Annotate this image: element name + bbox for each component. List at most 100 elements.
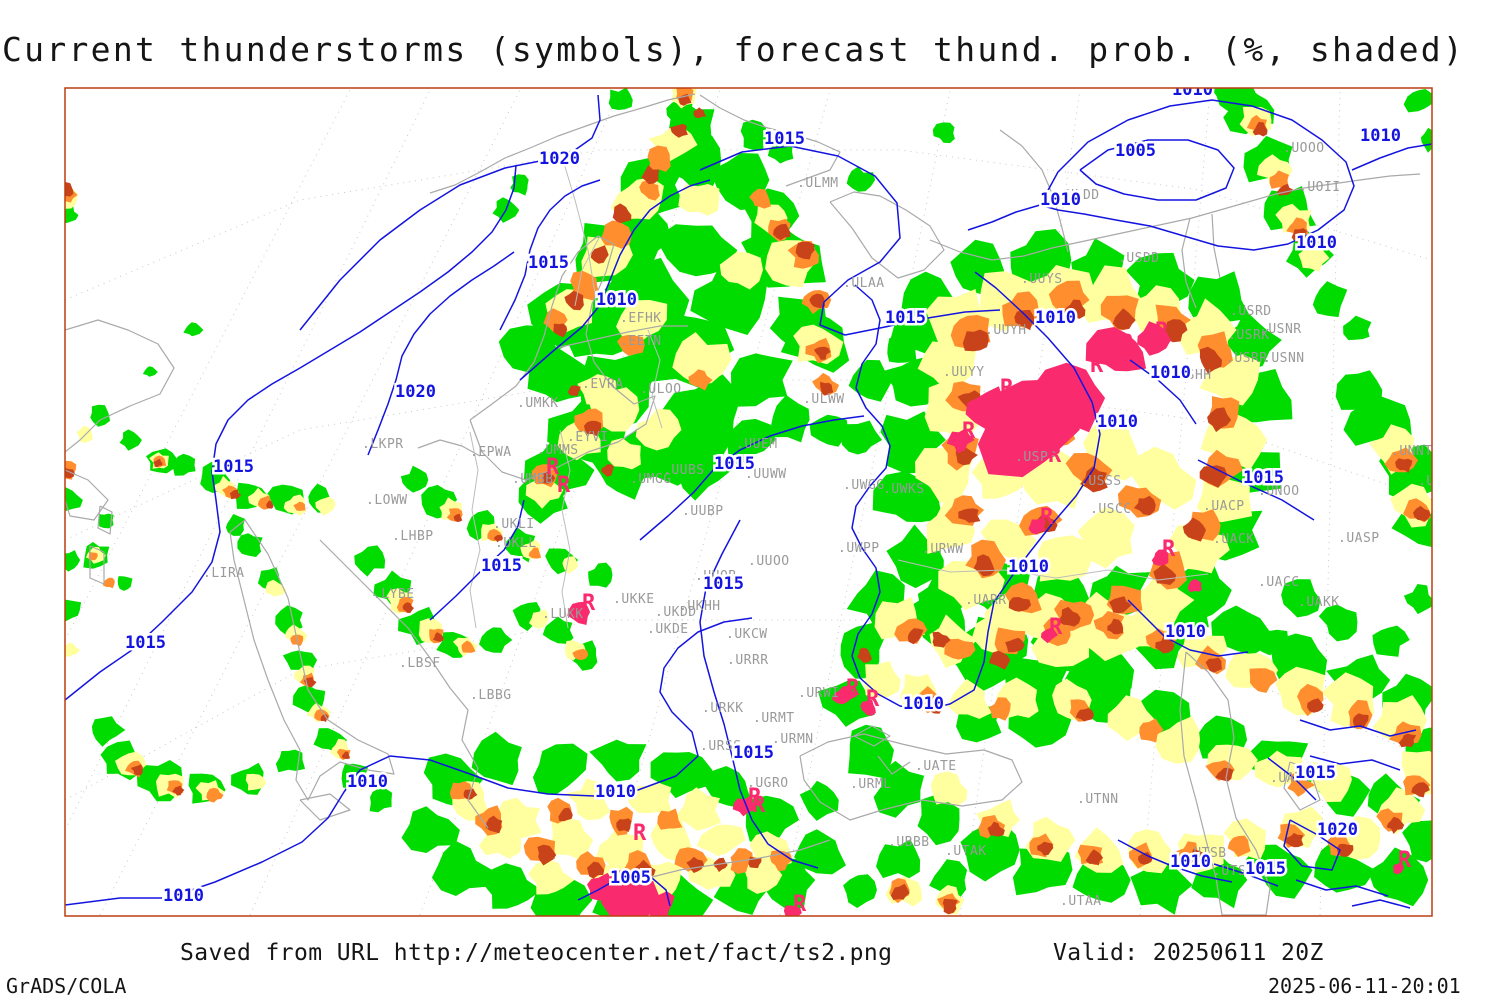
- prob-80-blob: [553, 323, 568, 338]
- prob-40-blob: [315, 496, 336, 516]
- storm-cluster-blob: [1028, 518, 1046, 535]
- prob-80-blob: [1037, 841, 1054, 856]
- coastline: [1211, 213, 1221, 279]
- storm-cluster-blob: [587, 872, 614, 901]
- isobar-line: [65, 164, 517, 701]
- prob-80-blob: [1133, 495, 1156, 516]
- isobar-value-label: 1015: [213, 457, 254, 477]
- thunderstorm-symbol: R: [1040, 505, 1054, 530]
- thunderstorm-symbol: R: [846, 676, 860, 701]
- graticule-line: [959, 89, 1081, 916]
- prob-20-blob: [532, 743, 588, 795]
- station-label: .USRR: [1226, 351, 1268, 366]
- prob-20-blob: [65, 204, 79, 224]
- prob-80-blob: [962, 329, 989, 352]
- isobar-line: [1309, 755, 1401, 771]
- prob-80-blob: [432, 632, 444, 642]
- prob-80-blob: [809, 293, 826, 309]
- station-label: .UUBS: [663, 463, 705, 478]
- coastline: [469, 235, 656, 481]
- coastline: [97, 505, 113, 535]
- isobar-value-label: 1010: [1150, 363, 1191, 383]
- isobar-value-label: 1015: [481, 556, 522, 576]
- isobar-line: [1117, 839, 1233, 883]
- prob-20-blob: [183, 322, 204, 337]
- prob-20-blob: [848, 359, 893, 402]
- prob-80-blob: [1252, 121, 1268, 137]
- station-label: .UBBB: [888, 835, 930, 850]
- isobar-value-label: 1015: [125, 633, 166, 653]
- isobar-value-label: 1015: [885, 308, 926, 328]
- station-label: .LBSF: [399, 656, 441, 671]
- prob-20-blob: [1372, 625, 1410, 657]
- coastline: [417, 439, 481, 457]
- station-label: .LHBP: [392, 529, 434, 544]
- prob-80-blob: [1398, 733, 1417, 748]
- station-label: .URSS: [700, 739, 742, 754]
- station-label: .EFHK: [620, 311, 662, 326]
- isobar-value-label: 1010: [595, 782, 636, 802]
- coastline: [229, 519, 395, 801]
- storm-cluster-blob: [1137, 321, 1171, 356]
- prob-80-blob: [590, 245, 609, 264]
- prob-80-blob: [1291, 228, 1307, 243]
- isobar-line: [1299, 719, 1417, 737]
- thunderstorm-symbol: R: [1049, 615, 1063, 640]
- thunderstorm-symbol: R: [605, 884, 619, 909]
- isobar-value-label: 1010: [1360, 126, 1401, 146]
- prob-20-blob: [1403, 584, 1432, 615]
- prob-20-blob: [1402, 820, 1432, 863]
- prob-80-blob: [587, 861, 605, 879]
- station-label: .URRR: [727, 653, 769, 668]
- station-label: .LOWW: [366, 493, 408, 508]
- station-label: .UKLL: [495, 536, 537, 551]
- prob-60-blob: [102, 577, 115, 589]
- station-label: .UACC: [1258, 575, 1300, 590]
- graticule-line: [419, 89, 721, 916]
- prob-60-blob: [293, 501, 306, 511]
- prob-20-blob: [929, 859, 968, 899]
- station-label: .UOII: [1299, 180, 1341, 195]
- prob-80-blob: [65, 182, 74, 197]
- prob-20-blob: [119, 429, 142, 451]
- station-label: .UWPP: [838, 541, 880, 556]
- prob-40-blob: [354, 773, 371, 791]
- prob-80-blob: [616, 818, 632, 832]
- station-label: .UACP: [1203, 499, 1245, 514]
- isobar-value-label: 1010: [1035, 308, 1076, 328]
- station-label: .ULOO: [640, 382, 682, 397]
- station-label: .UTNN: [1077, 792, 1119, 807]
- station-label: .URMT: [753, 711, 795, 726]
- prob-20-blob: [1312, 281, 1348, 318]
- prob-80-blob: [229, 489, 242, 500]
- prob-80-blob: [564, 290, 584, 311]
- isobar-value-label: 1015: [528, 253, 569, 273]
- prob-80-blob: [1005, 637, 1025, 653]
- coastline: [89, 545, 105, 585]
- prob-80-blob: [1008, 597, 1032, 612]
- station-label: .UARR: [965, 593, 1007, 608]
- prob-80-blob: [987, 821, 1005, 837]
- prob-80-blob: [1352, 713, 1369, 728]
- prob-20-blob: [873, 760, 925, 818]
- prob-40-blob: [675, 787, 722, 831]
- prob-60-blob: [1139, 718, 1164, 743]
- map-layers: .ULMM .ULAA .ULDD .UOOO .UOII .USDD .UUYS .USRD…: [65, 88, 1432, 916]
- prob-20-blob: [275, 749, 306, 773]
- isobar-value-label: 1010: [1097, 412, 1138, 432]
- isobar-value-label: 1015: [714, 454, 755, 474]
- prob-60-blob: [1227, 835, 1251, 857]
- station-label: .ULWW: [803, 392, 845, 407]
- prob-80-blob: [1199, 346, 1223, 374]
- prob-80-blob: [907, 628, 924, 645]
- storm-cluster-blob: [1393, 862, 1404, 875]
- station-label: .UKLI: [493, 517, 535, 532]
- prob-40-blob: [696, 824, 746, 856]
- coastline: [853, 725, 891, 747]
- prob-60-blob: [657, 808, 683, 830]
- prob-60-blob: [572, 648, 589, 660]
- prob-40-blob: [672, 332, 732, 385]
- country-border: [647, 329, 663, 429]
- prob-80-blob: [1386, 816, 1405, 834]
